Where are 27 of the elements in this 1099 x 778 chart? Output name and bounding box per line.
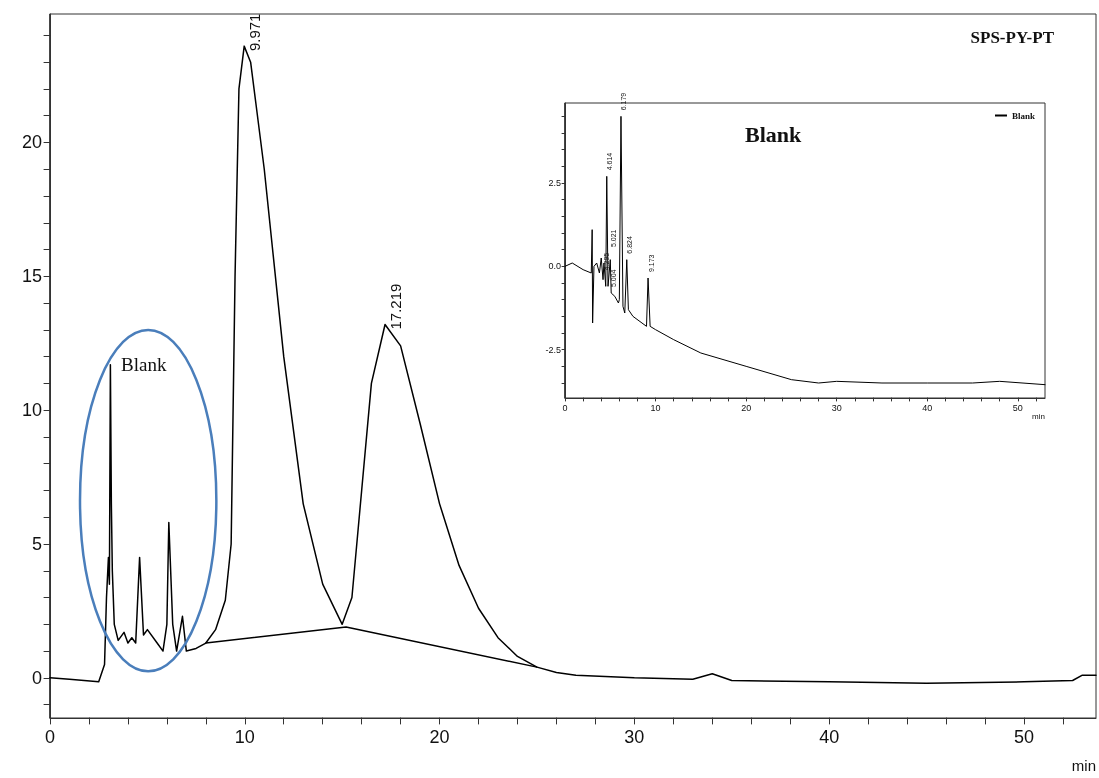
y-tick-label: 0.0 xyxy=(548,261,561,272)
y-tick-label: 2.5 xyxy=(548,178,561,188)
x-tick-label: 10 xyxy=(650,402,661,413)
annotation: Blank xyxy=(121,354,167,375)
y-tick-label: 15 xyxy=(21,266,42,287)
x-tick-label: 50 xyxy=(1012,402,1023,413)
x-tick-label: 40 xyxy=(819,727,840,747)
x-tick-label: 10 xyxy=(234,727,255,747)
annotation: 9.971 xyxy=(245,13,263,52)
text: Blank xyxy=(745,121,803,147)
x-tick-label: 20 xyxy=(429,727,450,747)
x-axis-title: min xyxy=(1071,757,1096,774)
x-tick-label: 30 xyxy=(831,402,842,413)
x-tick-label: 40 xyxy=(922,402,933,413)
text: SPS-PY-PT xyxy=(970,28,1055,47)
x-tick-label: 20 xyxy=(741,402,752,413)
x-axis-title: min xyxy=(1032,411,1045,421)
x-tick-label: 50 xyxy=(1013,727,1034,747)
y-tick-label: 20 xyxy=(21,132,42,153)
x-tick-label: 0 xyxy=(44,727,56,747)
y-tick-label: 0 xyxy=(31,667,42,688)
annotation: 17.219 xyxy=(386,283,404,330)
x-tick-label: 30 xyxy=(624,727,645,747)
y-tick-label: -2.5 xyxy=(545,344,561,355)
legend-label: Blank xyxy=(1011,110,1035,121)
x-tick-label: 0 xyxy=(562,402,568,413)
y-tick-label: 5 xyxy=(31,534,42,555)
